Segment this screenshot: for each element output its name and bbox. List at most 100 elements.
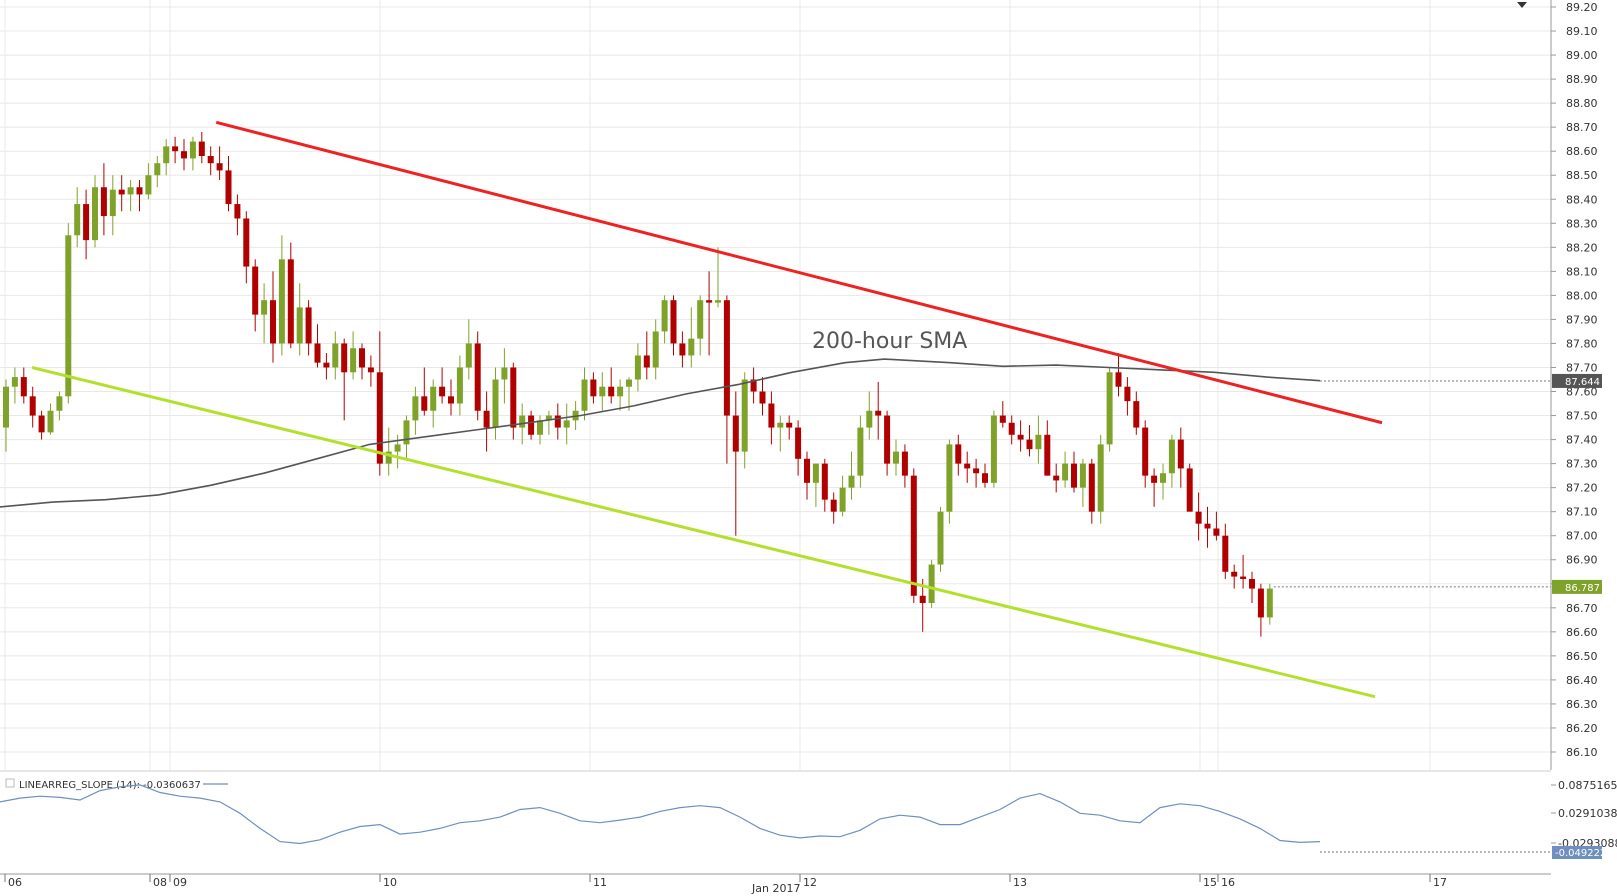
candle-body [501, 367, 508, 380]
price-tick-label: 86.10 [1566, 746, 1598, 759]
candle-body [563, 420, 570, 428]
price-tick-label: 87.50 [1566, 410, 1598, 423]
candle-body [270, 300, 276, 344]
candle-body [1195, 511, 1202, 524]
candle-body [3, 386, 9, 428]
candle-body [145, 175, 152, 195]
time-tick-label: 15 [1203, 876, 1217, 889]
candle-body [74, 204, 81, 236]
candle-body [1008, 422, 1015, 435]
candle-body [893, 451, 899, 464]
candle-body [1142, 427, 1149, 476]
candle-body [599, 386, 606, 397]
indicator-checkbox-icon[interactable] [5, 778, 15, 788]
candle-body [172, 146, 179, 152]
candle-body [510, 367, 517, 428]
sma-annotation: 200-hour SMA [812, 329, 967, 354]
candle-body [1151, 475, 1158, 483]
price-tick-label: 87.40 [1566, 434, 1598, 447]
candle-body [1026, 439, 1033, 450]
price-tick-label: 89.20 [1566, 1, 1598, 14]
candle-body [261, 300, 268, 315]
candle-body [839, 487, 846, 512]
candle-body [723, 300, 730, 416]
candle-body [875, 410, 882, 416]
price-tick-label: 87.70 [1566, 361, 1598, 374]
candle-body [65, 235, 72, 397]
indicator-tick-label: 0.0875165 [1558, 779, 1617, 792]
candle-body [901, 451, 908, 476]
candle-body [350, 348, 357, 373]
candle-body [314, 343, 321, 363]
candle-body [848, 475, 855, 488]
candle-body [866, 410, 873, 428]
price-tick-label: 87.30 [1566, 458, 1598, 471]
candle-body [732, 415, 739, 452]
candle-body [706, 300, 713, 303]
candle-body [937, 511, 944, 565]
price-tick-label: 88.20 [1566, 241, 1598, 254]
time-tick-label: 17 [1433, 876, 1447, 889]
candle-body [1035, 434, 1042, 450]
candle-body [323, 362, 330, 368]
candle-body [643, 355, 650, 368]
chart-grid [0, 0, 1551, 770]
price-tick-label: 88.40 [1566, 193, 1598, 206]
candle-body [964, 463, 971, 469]
price-tick-label: 87.60 [1566, 386, 1598, 399]
price-tick-label: 87.20 [1566, 482, 1598, 495]
candle-body [973, 468, 980, 474]
candle-body [252, 266, 259, 315]
time-axis: 06 08 09 10 11 12 13 15 16 17 [4, 874, 1447, 889]
support-trendline [31, 366, 1376, 699]
candle-body [118, 189, 125, 195]
candle-body [1115, 372, 1122, 387]
indicator-tick-label: 0.0291038 [1558, 807, 1617, 820]
candle-body [198, 141, 205, 156]
candle-body [1044, 434, 1051, 476]
time-tick-label: 11 [593, 876, 607, 889]
price-tick-label: 86.70 [1566, 602, 1598, 615]
candle-body [1017, 434, 1024, 440]
candle-body [581, 379, 588, 411]
candle-body [92, 187, 98, 241]
candle-body [394, 444, 401, 452]
candle-body [243, 218, 250, 267]
candle-body [1062, 463, 1069, 481]
time-tick-label: 16 [1221, 876, 1235, 889]
scroll-down-icon[interactable] [1517, 2, 1527, 8]
candle-body [626, 379, 632, 387]
candle-body [1213, 528, 1220, 536]
candle-body [1124, 386, 1131, 402]
candle-body [1071, 463, 1077, 488]
price-tick-label: 87.90 [1566, 313, 1598, 326]
price-tick-label: 88.00 [1566, 289, 1598, 302]
candle-body [47, 410, 54, 433]
candle-body [982, 473, 988, 483]
candle-body [341, 343, 348, 373]
price-tick-label: 88.90 [1566, 73, 1598, 86]
candle-body [1160, 473, 1166, 483]
candle-body [154, 163, 161, 176]
candle-body [421, 396, 428, 411]
candle-body [38, 415, 45, 433]
candle-body [688, 338, 695, 356]
candle-body [439, 386, 446, 397]
candle-body [679, 343, 686, 356]
candle-body [483, 410, 490, 428]
candle-body [376, 372, 383, 464]
candle-body [1106, 372, 1113, 445]
candle-body [163, 146, 170, 164]
candle-body [1079, 463, 1086, 488]
candle-body [216, 163, 223, 171]
candle-body [1133, 401, 1140, 428]
candle-body [83, 204, 90, 241]
candle-body [545, 415, 552, 421]
sma-value-tag: 87.644 [1552, 373, 1602, 388]
candle-body [652, 331, 659, 368]
indicator-value-tag: -0.049222 [1552, 846, 1606, 859]
candle-body [821, 463, 828, 500]
candle-body [127, 187, 134, 195]
candle-body [1204, 523, 1211, 529]
